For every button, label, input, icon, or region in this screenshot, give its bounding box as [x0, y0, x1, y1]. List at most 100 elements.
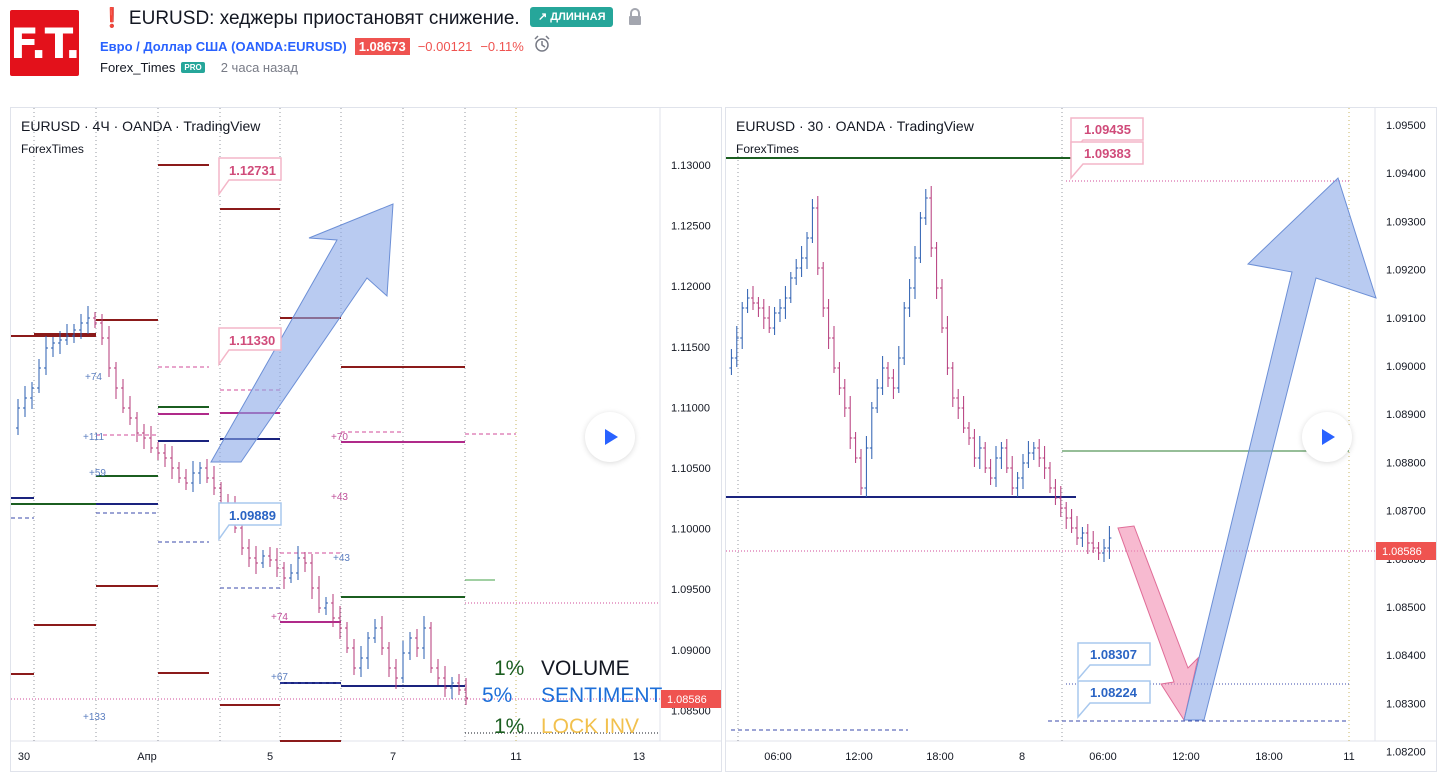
small-label: +43 — [331, 492, 348, 503]
time-tick: 11 — [1343, 751, 1354, 763]
callout-3: 1.08307 — [1077, 642, 1151, 682]
time-axis-30m[interactable]: 06:00 12:00 18:00 8 06:00 12:00 18:00 11 — [764, 751, 1354, 763]
price-axis-4h[interactable]: 1.13000 1.12500 1.12000 1.11500 1.11000 1.105… — [671, 160, 711, 717]
current-price-tag-text: 1.08586 — [667, 694, 707, 706]
price-tick: 1.11000 — [671, 402, 710, 414]
small-label: +111 — [83, 432, 104, 443]
price-tick: 1.12500 — [671, 221, 711, 233]
legend-lock-name: LOCK INV — [541, 715, 639, 738]
small-label: +43 — [333, 553, 350, 564]
price-tick: 1.11500 — [671, 342, 710, 354]
callout-2: 1.11330 — [218, 327, 282, 367]
callout-text: 1.12731 — [229, 163, 276, 178]
current-price-tag — [1376, 542, 1436, 560]
small-label: +74 — [271, 612, 288, 623]
legend-sentiment-name: SENTIMENT — [541, 684, 663, 707]
callout-3: 1.09889 — [218, 502, 282, 542]
level-lines — [11, 164, 495, 742]
time-tick: 18:00 — [926, 751, 954, 763]
legend-sentiment-pct: 5% — [482, 684, 512, 707]
price-tick: 1.08200 — [1386, 747, 1426, 759]
price-tick: 1.09000 — [1386, 361, 1426, 373]
price-tick: 1.08500 — [671, 705, 711, 717]
author-name[interactable]: Forex_Times — [100, 60, 176, 75]
legend-volume-name: VOLUME — [541, 657, 630, 680]
chart-label-30m: EURUSD · 30 · OANDA · TradingView — [736, 118, 974, 134]
callout-text: 1.09435 — [1084, 122, 1131, 137]
time-axis-4h[interactable]: 30 Апр 5 7 11 13 — [18, 751, 645, 763]
chart-panel-30m[interactable]: 1.09500 1.09400 1.09300 1.09200 1.09100 1.090… — [725, 107, 1437, 772]
price-tick: 1.10500 — [671, 463, 711, 475]
price-tick: 1.09400 — [1386, 168, 1426, 180]
time-tick: 8 — [1019, 751, 1025, 763]
small-label: +133 — [83, 712, 106, 723]
forecast-arrow-up — [210, 203, 394, 463]
current-price-tag — [661, 690, 721, 708]
small-label: +59 — [89, 468, 106, 479]
price-tick: 1.08700 — [1386, 506, 1426, 518]
chart-canvas-30m[interactable]: 1.09500 1.09400 1.09300 1.09200 1.09100 1.090… — [726, 108, 1436, 771]
play-button[interactable] — [585, 412, 635, 462]
indicator-legend: 1% VOLUME 5% SENTIMENT 1% LOCK INV — [482, 657, 663, 738]
change-pct: −0.11% — [480, 38, 524, 54]
current-price-tag-text: 1.08586 — [1382, 546, 1422, 558]
small-label: +67 — [271, 672, 288, 683]
small-label: +70 — [331, 432, 348, 443]
time-tick: Апр — [137, 751, 156, 763]
callout-text: 1.09383 — [1084, 146, 1131, 161]
chart-canvas-4h[interactable]: 1.13000 1.12500 1.12000 1.11500 1.11000 1.105… — [11, 108, 721, 771]
alarm-clock-icon[interactable] — [532, 34, 552, 58]
pro-badge: PRO — [181, 62, 205, 73]
price-tick: 1.10000 — [671, 524, 711, 536]
time-tick: 5 — [267, 751, 273, 763]
callout-text: 1.11330 — [229, 333, 275, 348]
time-tick: 18:00 — [1255, 751, 1283, 763]
time-tick: 7 — [390, 751, 396, 763]
price-tick: 1.12000 — [671, 281, 711, 293]
candlesticks-30m — [729, 186, 1112, 562]
symbol-line: Евро / Доллар США (OANDA:EURUSD) 1.08673… — [100, 34, 552, 58]
price-tick: 1.09500 — [671, 584, 711, 596]
chart-sublabel-4h: ForexTimes — [21, 142, 84, 156]
price-badge: 1.08673 — [354, 37, 410, 55]
callout-2: 1.09383 — [1070, 141, 1144, 181]
chart-panel-4h[interactable]: 1.13000 1.12500 1.12000 1.11500 1.11000 1.105… — [10, 107, 722, 772]
callout-text: 1.09889 — [229, 508, 276, 523]
change-abs: −0.00121 — [417, 38, 473, 54]
price-axis-30m[interactable]: 1.09500 1.09400 1.09300 1.09200 1.09100 1.090… — [1386, 120, 1426, 759]
price-tick: 1.13000 — [671, 160, 711, 172]
price-tick: 1.09500 — [1386, 120, 1426, 132]
time-tick: 06:00 — [1089, 751, 1117, 763]
price-tick: 1.08400 — [1386, 650, 1426, 662]
price-tick: 1.08500 — [1386, 602, 1426, 614]
price-tick: 1.09100 — [1386, 313, 1426, 325]
dashed-level-lines — [11, 366, 516, 684]
callout-4: 1.08224 — [1077, 680, 1151, 720]
time-ago: 2 часа назад — [220, 60, 298, 75]
price-tick: 1.08900 — [1386, 409, 1426, 421]
legend-volume-pct: 1% — [494, 657, 524, 680]
chart-sublabel-30m: ForexTimes — [736, 142, 799, 156]
session-lines — [33, 108, 517, 741]
brand-logo[interactable]: F.T. — [10, 10, 81, 76]
time-tick: 30 — [18, 751, 30, 763]
long-badge: ↗ ДЛИННАЯ — [530, 7, 614, 27]
time-tick: 13 — [633, 751, 645, 763]
price-tick: 1.08300 — [1386, 698, 1426, 710]
time-tick: 12:00 — [1172, 751, 1200, 763]
price-tick: 1.09200 — [1386, 265, 1426, 277]
play-button[interactable] — [1302, 412, 1352, 462]
price-tick: 1.09000 — [671, 645, 711, 657]
time-tick: 06:00 — [764, 751, 792, 763]
time-tick: 11 — [510, 751, 521, 763]
lock-icon — [627, 8, 643, 31]
forecast-arrow-up — [1183, 177, 1377, 721]
idea-title: ❗ EURUSD: хеджеры приостановят снижение. — [100, 8, 520, 29]
time-tick: 12:00 — [845, 751, 873, 763]
legend-lock-pct: 1% — [494, 715, 524, 738]
symbol-link[interactable]: Евро / Доллар США (OANDA:EURUSD) — [100, 38, 347, 54]
callout-1: 1.12731 — [218, 157, 282, 197]
callout-text: 1.08307 — [1090, 647, 1137, 662]
price-tick: 1.09300 — [1386, 216, 1426, 228]
small-labels: +74 +111 +59 +70 +43 +43 +74 +67 +133 — [83, 372, 350, 723]
